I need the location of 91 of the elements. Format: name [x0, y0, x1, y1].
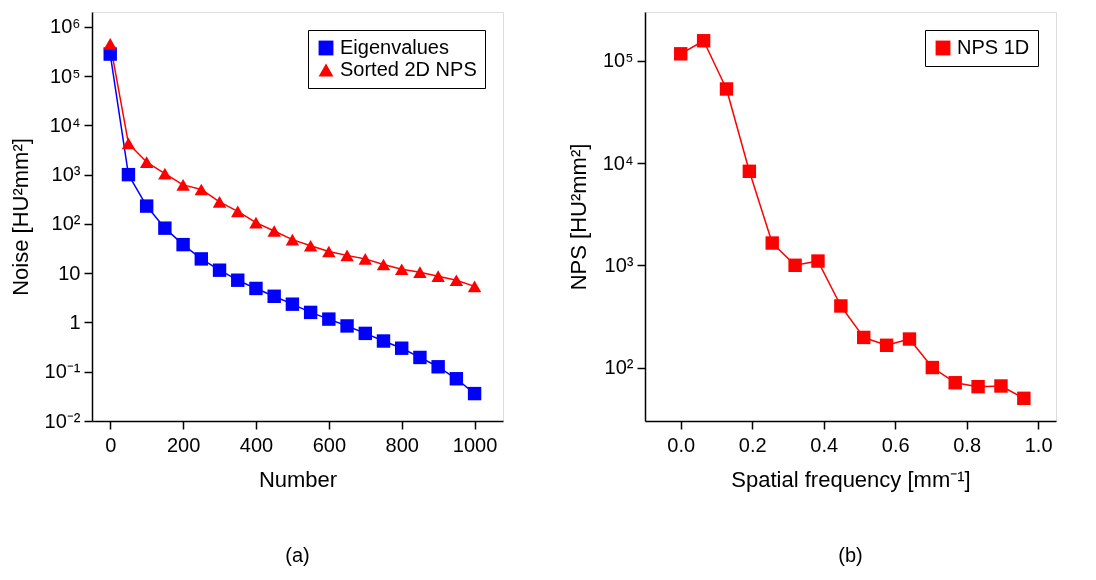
point [303, 239, 318, 252]
point [176, 237, 190, 252]
x-tick-label: 200 [166, 433, 201, 456]
x-tick-label: 0.0 [667, 433, 696, 456]
point [285, 233, 300, 246]
point [674, 47, 688, 61]
point [948, 376, 962, 390]
point [139, 199, 154, 213]
point [431, 360, 445, 374]
point [902, 332, 917, 346]
x-tick-label: 0.6 [881, 433, 910, 456]
point [857, 330, 871, 345]
x-tick-label: 1000 [452, 433, 498, 456]
point [103, 38, 117, 50]
y-tick-label: 10³ [604, 253, 634, 276]
y-axis-title: Noise [HU²mm²] [7, 138, 33, 296]
x-tick-label: 0.2 [738, 433, 767, 456]
x-tick-label: 0.8 [953, 433, 982, 456]
point [340, 319, 354, 333]
point [231, 205, 245, 218]
point [376, 334, 391, 348]
x-tick-label: 600 [312, 433, 347, 456]
x-tick-label: 0.4 [810, 433, 839, 456]
point [413, 350, 427, 365]
point [249, 281, 263, 296]
y-tick-label: 10 [58, 261, 81, 284]
y-axis-title: NPS [HU²mm²] [565, 143, 591, 291]
y-tick-label: 10⁻² [44, 409, 81, 432]
point [879, 338, 894, 353]
point [834, 299, 848, 313]
x-axis-title: Spatial frequency [mm⁻¹] [731, 466, 971, 492]
x-tick-label: 0 [105, 433, 117, 456]
x-tick-label: 400 [239, 433, 274, 456]
point [1017, 391, 1031, 406]
point [194, 252, 209, 266]
legend-label: Eigenvalues [340, 36, 449, 58]
point [158, 221, 172, 235]
x-axis-title: Number [258, 466, 338, 492]
point [121, 167, 136, 182]
point [158, 167, 172, 180]
point [431, 270, 445, 282]
y-tick-label: 10⁶ [50, 15, 81, 38]
legend-label: NPS 1D [957, 36, 1030, 58]
point [358, 253, 372, 265]
point [467, 280, 482, 293]
y-tick-label: 10⁵ [602, 49, 634, 72]
point [413, 266, 427, 278]
point [176, 179, 190, 191]
y-tick-label: 10³ [51, 163, 81, 186]
y-tick-label: 10⁴ [49, 113, 81, 136]
point [267, 225, 281, 237]
y-tick-label: 10² [604, 356, 634, 379]
point [971, 379, 985, 394]
point [267, 289, 281, 303]
point [231, 273, 245, 287]
y-tick-label: 10⁵ [49, 64, 81, 87]
point [788, 258, 802, 272]
point [719, 82, 734, 96]
point [696, 34, 711, 48]
text: (b) [838, 544, 863, 566]
point [449, 274, 464, 287]
point [212, 196, 227, 208]
text: (a) [285, 544, 310, 566]
y-tick-label: 10⁻¹ [44, 360, 81, 383]
point [212, 263, 227, 277]
point [742, 164, 757, 179]
point [358, 326, 372, 341]
point [139, 156, 154, 168]
point [376, 258, 391, 271]
point [249, 216, 263, 229]
point [467, 386, 482, 401]
point [925, 360, 940, 375]
point [303, 305, 318, 320]
x-tick-label: 1.0 [1024, 433, 1053, 456]
point [194, 183, 209, 196]
point [121, 137, 136, 150]
y-tick-label: 1 [69, 310, 81, 333]
point [994, 379, 1008, 393]
point [340, 249, 354, 262]
point [322, 245, 336, 258]
point [395, 341, 409, 355]
point [395, 263, 409, 276]
x-tick-label: 800 [385, 433, 419, 456]
point [765, 236, 779, 250]
legend-label: Sorted 2D NPS [340, 58, 477, 80]
point [322, 312, 336, 326]
point [811, 254, 825, 268]
y-tick-label: 10⁴ [602, 151, 634, 174]
point [449, 372, 464, 386]
y-tick-label: 10² [51, 212, 81, 235]
point [285, 297, 300, 311]
